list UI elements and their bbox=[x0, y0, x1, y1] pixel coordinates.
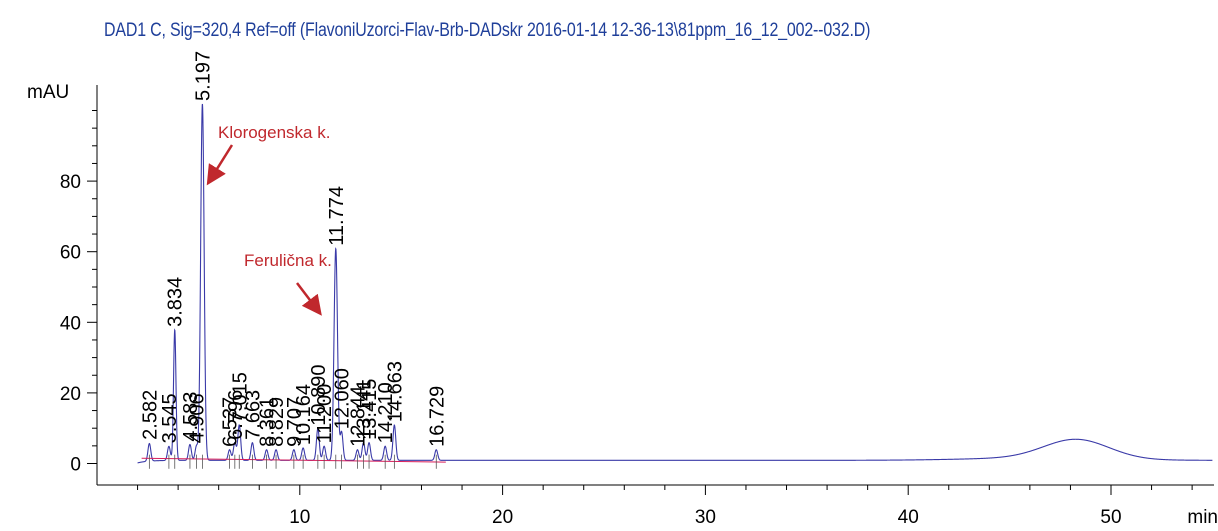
x-tick-label: 30 bbox=[695, 507, 716, 528]
peak-label: 12.060 bbox=[332, 368, 354, 429]
x-tick-label: 20 bbox=[492, 507, 513, 528]
x-tick-label: 50 bbox=[1100, 507, 1121, 528]
axes: 0 20 40 60 80 mAU 10 20 30 40 50 min bbox=[27, 82, 1218, 528]
peak-label: 6.796 bbox=[225, 390, 247, 440]
peak-label: 5.197 bbox=[192, 51, 214, 101]
y-tick-label: 80 bbox=[60, 172, 81, 193]
y-tick-label: 20 bbox=[60, 384, 81, 405]
annotations: Klorogenska k. Ferulična k. bbox=[206, 123, 332, 316]
peak-label: 8.829 bbox=[266, 397, 288, 447]
y-tick-label: 0 bbox=[70, 455, 81, 476]
annotation-arrow-ferulicna bbox=[296, 282, 322, 316]
x-tick-label: 40 bbox=[898, 507, 919, 528]
peak-label: 10.164 bbox=[293, 384, 315, 445]
peak-label: 3.545 bbox=[159, 393, 181, 443]
peak-label: 3.834 bbox=[165, 277, 187, 327]
chart-title: DAD1 C, Sig=320,4 Ref=off (FlavoniUzorci… bbox=[104, 20, 871, 41]
peak-label: 4.583 bbox=[180, 392, 202, 442]
peak-label: 8.361 bbox=[257, 397, 279, 447]
peak-label: 13.141 bbox=[353, 379, 375, 440]
peak-label: 14.663 bbox=[384, 361, 406, 422]
peak-label: 9.707 bbox=[284, 397, 306, 447]
annotation-klorogenska: Klorogenska k. bbox=[218, 123, 330, 142]
y-tick-label: 40 bbox=[60, 313, 81, 334]
peak-label: 10.890 bbox=[308, 365, 330, 426]
peak-label: 11.774 bbox=[326, 186, 348, 246]
peak-label: 6.537 bbox=[220, 397, 242, 447]
peak-label: 16.729 bbox=[426, 386, 448, 447]
peak-label: 7.015 bbox=[229, 372, 251, 422]
peak-label: 4.906 bbox=[186, 393, 208, 443]
plot-area bbox=[137, 103, 1213, 469]
peak-label: 12.844 bbox=[347, 386, 369, 447]
y-tick-label: 60 bbox=[60, 243, 81, 264]
peak-label: 7.663 bbox=[242, 390, 264, 440]
x-axis-label: min bbox=[1187, 507, 1218, 528]
peak-label: 14.210 bbox=[375, 382, 397, 443]
annotation-ferulicna: Ferulična k. bbox=[244, 251, 332, 270]
peak-label: 2.582 bbox=[139, 390, 161, 440]
peak-label: 11.200 bbox=[314, 384, 336, 444]
x-tick-label: 10 bbox=[289, 507, 310, 528]
chromatogram-trace bbox=[137, 103, 1213, 464]
y-axis-label: mAU bbox=[27, 82, 69, 103]
annotation-arrow-klorogenska bbox=[206, 144, 234, 186]
peak-label: 13.415 bbox=[359, 379, 381, 440]
